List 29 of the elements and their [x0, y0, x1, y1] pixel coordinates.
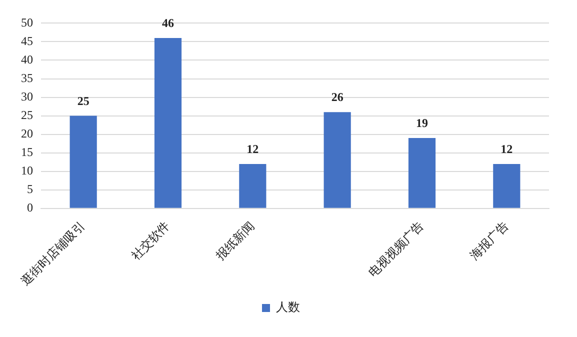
data-label: 19 — [416, 116, 428, 130]
y-tick-label: 40 — [21, 52, 33, 66]
bar — [239, 164, 266, 208]
legend-label: 人数 — [276, 300, 300, 314]
bar — [408, 138, 436, 208]
data-label: 26 — [331, 90, 344, 104]
x-tick-label: 电视视频广告 — [366, 218, 426, 280]
y-tick-label: 20 — [21, 126, 33, 140]
bar — [493, 164, 520, 208]
x-tick-label: 逛街时店铺吸引 — [18, 218, 88, 288]
bar — [154, 38, 182, 208]
y-tick-label: 0 — [27, 200, 33, 215]
bar — [70, 116, 97, 208]
y-tick-label: 45 — [21, 34, 33, 48]
y-tick-label: 35 — [21, 70, 33, 85]
y-tick-label: 25 — [21, 108, 33, 122]
x-tick-label: 海报广告 — [467, 218, 512, 263]
y-tick-label: 5 — [27, 182, 33, 196]
y-tick-label: 10 — [21, 164, 33, 178]
data-label: 12 — [246, 142, 259, 156]
y-tick-label: 30 — [21, 89, 33, 104]
y-tick-label: 50 — [21, 15, 33, 30]
x-tick-label: 报纸新闻 — [212, 218, 258, 264]
x-tick-label: 社交软件 — [128, 218, 172, 263]
bar — [324, 112, 351, 208]
data-label: 46 — [162, 16, 174, 30]
data-label: 25 — [77, 94, 90, 108]
data-label: 12 — [500, 142, 513, 156]
y-tick-label: 15 — [21, 145, 33, 160]
